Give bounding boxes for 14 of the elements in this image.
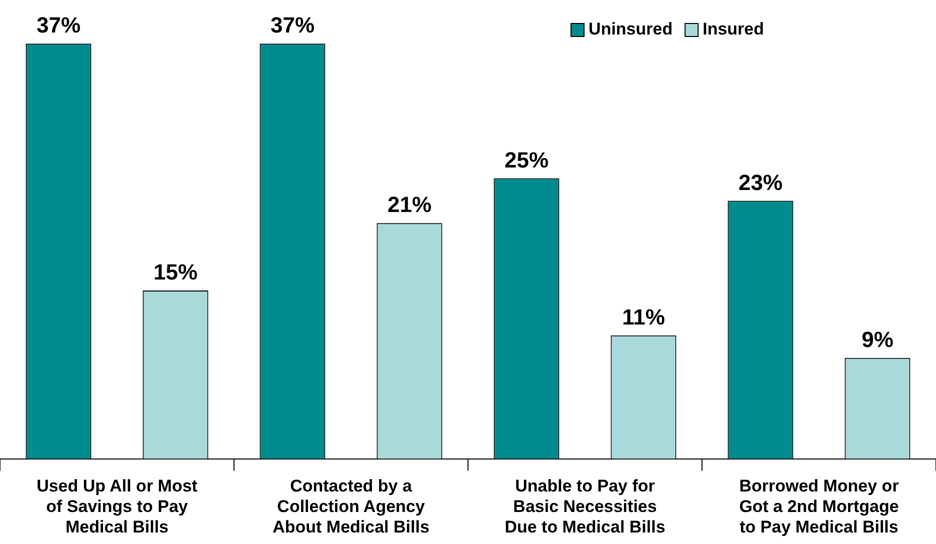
x-tick-label: Unable to Pay for Basic Necessities Due to Medical Bills [504,476,666,536]
legend-label: Uninsured [588,20,673,39]
legend-label: Insured [702,20,764,39]
data-label: 25% [504,147,549,172]
data-label: 23% [738,170,783,195]
data-label: 11% [622,304,665,330]
x-tick-label: Borrowed Money or Got a 2nd Mortgage to Pay Medical Bills [739,476,900,536]
data-label: 15% [153,260,198,285]
data-label: 21% [387,192,432,218]
data-label: 37% [270,12,315,38]
data-label: 9% [862,326,894,352]
x-tick-label: Contacted by a Collection Agency About Medical Bills [272,476,430,536]
x-tick-label: Used Up All or Most of Savings to Pay Medical Bills [36,476,198,536]
data-label: 37% [36,12,81,38]
